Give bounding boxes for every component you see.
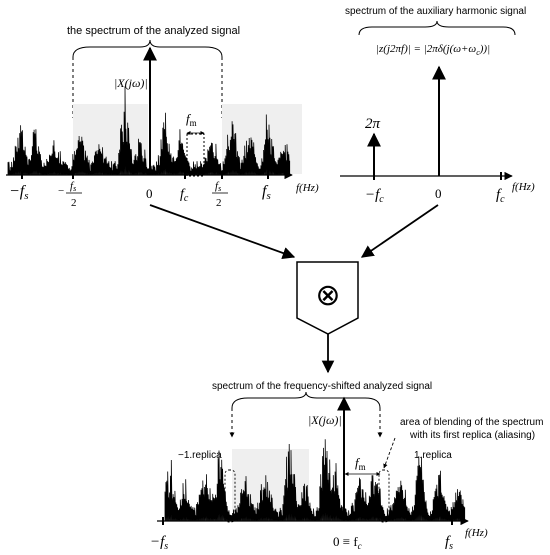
tick-label-fs: fs xyxy=(262,183,271,202)
svg-text:2: 2 xyxy=(71,197,77,209)
svg-text:fs: fs xyxy=(70,180,76,193)
tick-label-bottom-zero: 0 ≡ fc xyxy=(333,534,362,551)
top-right-spectrum-panel: spectrum of the auxiliary harmonic signa… xyxy=(340,6,535,205)
bottom-title: spectrum of the frequency-shifted analyz… xyxy=(212,381,432,392)
replica-right-label: 1.replica xyxy=(414,450,452,461)
top-left-title: the spectrum of the analyzed signal xyxy=(67,25,240,37)
replica-left-label: −1.replica xyxy=(178,450,222,461)
svg-text:fs: fs xyxy=(215,180,221,193)
harmonic-formula: |z(j2πf)| = |2πδ(j(ω+ωc))| xyxy=(376,43,490,57)
svg-text:−: − xyxy=(58,185,64,197)
tick-label-right-fc: fc xyxy=(496,187,505,205)
aliasing-box-left xyxy=(224,469,236,523)
bottom-brace xyxy=(231,391,381,409)
arrow-right-to-mixer xyxy=(360,204,439,258)
bottom-spectrum-panel: spectrum of the frequency-shifted analyz… xyxy=(150,381,543,552)
top-left-axis-unit: f(Hz) xyxy=(296,182,319,194)
bottom-axis-unit: f(Hz) xyxy=(465,527,488,539)
tick-label-fc: fc xyxy=(180,187,189,204)
multiplier-symbol: ⊗ xyxy=(315,279,340,312)
tick-label-right-neg-fc: −fc xyxy=(365,187,384,205)
aliasing-note-line1: area of blending of the spectrum xyxy=(400,417,543,428)
top-right-axis-unit: f(Hz) xyxy=(512,181,535,193)
mixer-shape xyxy=(296,261,359,335)
impulse-amplitude-label: 2π xyxy=(365,116,381,132)
top-right-brace xyxy=(358,20,516,36)
fm-label: fm xyxy=(186,111,197,128)
top-left-brace xyxy=(72,39,223,58)
tick-label-half-fs: fs 2 xyxy=(212,180,228,209)
tick-label-bottom-neg-fs: −fs xyxy=(150,534,168,552)
tick-label-zero: 0 xyxy=(146,186,153,201)
tick-label-neg-fs: −fs xyxy=(9,183,29,202)
tick-label-right-zero: 0 xyxy=(435,186,442,201)
top-left-spectrum-trace xyxy=(7,86,291,176)
top-left-magnitude-label: |X(jω)| xyxy=(114,76,148,90)
tick-label-neg-half-fs: − fs 2 xyxy=(58,180,82,209)
bottom-spectrum-trace xyxy=(164,439,466,522)
top-left-spectrum-panel: the spectrum of the analyzed signal fm |… xyxy=(6,25,319,209)
bottom-fm-label: fm xyxy=(355,455,366,472)
bottom-magnitude-label: |X(jω)| xyxy=(308,413,342,427)
aliasing-note-line2: with its first replica (aliasing) xyxy=(409,430,535,441)
top-right-title: spectrum of the auxiliary harmonic signa… xyxy=(345,6,526,17)
svg-text:2: 2 xyxy=(216,197,222,209)
mixer-block: ⊗ xyxy=(149,204,439,374)
aliasing-box-right xyxy=(378,469,390,523)
arrow-left-to-mixer xyxy=(149,204,296,260)
aliasing-pointer xyxy=(383,437,396,469)
tick-label-bottom-fs: fs xyxy=(445,534,453,552)
